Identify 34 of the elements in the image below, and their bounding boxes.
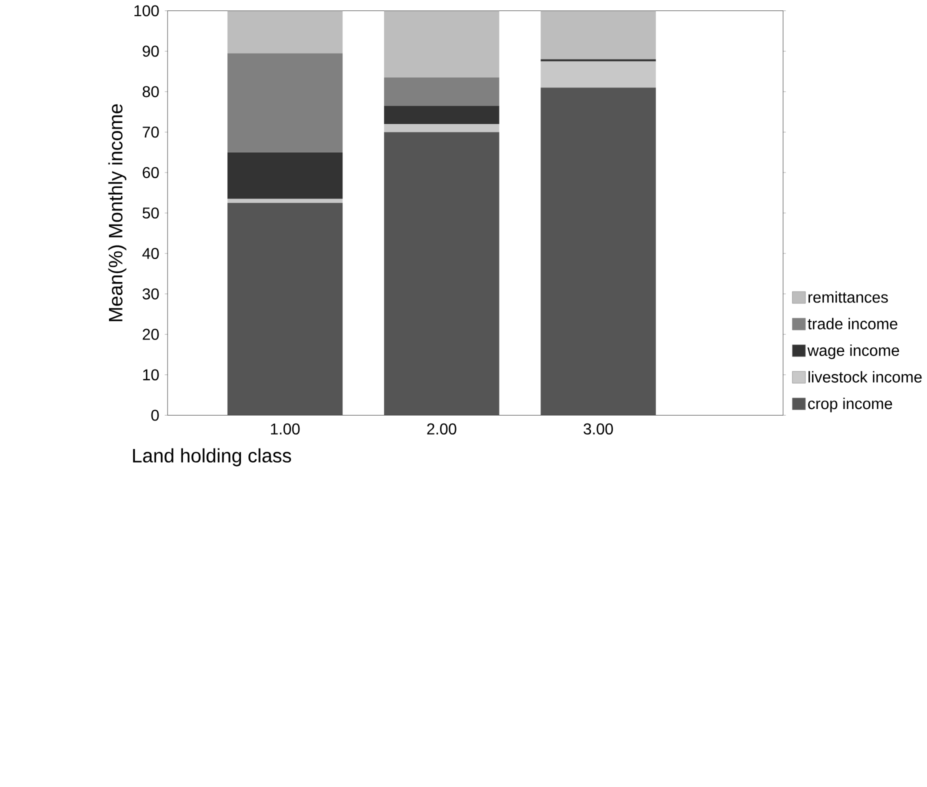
y-tick-label: 10 bbox=[143, 369, 159, 380]
bar bbox=[540, 10, 656, 60]
bar bbox=[227, 202, 343, 416]
legend-label: remittances bbox=[808, 291, 888, 303]
bar bbox=[384, 10, 500, 78]
bar bbox=[384, 106, 500, 124]
y-tick-label: 30 bbox=[142, 288, 159, 300]
bar bbox=[227, 198, 343, 203]
bar bbox=[227, 152, 343, 199]
y-axis-title: Mean(%) Monthly income bbox=[108, 104, 126, 321]
legend-label: wage income bbox=[807, 344, 900, 359]
x-tick-label: 1.00 bbox=[270, 423, 300, 434]
y-tick-label: 100 bbox=[134, 5, 159, 16]
bar bbox=[384, 132, 500, 416]
x-tick-label: 2.00 bbox=[427, 423, 456, 434]
y-tick-label: 60 bbox=[142, 166, 159, 178]
y-tick-label: 0 bbox=[151, 410, 159, 421]
bar bbox=[227, 53, 343, 152]
legend-label: livestock income bbox=[808, 370, 922, 382]
x-tick-label: 3.00 bbox=[584, 423, 613, 434]
legend-label: crop income bbox=[808, 398, 892, 412]
y-tick-label: 50 bbox=[142, 207, 159, 218]
y-tick-label: 80 bbox=[142, 86, 159, 98]
bar bbox=[227, 10, 343, 54]
bar bbox=[540, 61, 656, 88]
y-tick-label: 20 bbox=[142, 328, 159, 340]
legend-label: trade income bbox=[808, 318, 898, 330]
bar bbox=[384, 124, 500, 132]
x-axis-title: Land holding class bbox=[133, 448, 292, 466]
bar bbox=[540, 87, 656, 416]
bar bbox=[384, 77, 500, 106]
y-tick-label: 90 bbox=[142, 45, 159, 57]
y-tick-label: 70 bbox=[142, 126, 159, 138]
y-tick-label: 40 bbox=[142, 248, 159, 259]
